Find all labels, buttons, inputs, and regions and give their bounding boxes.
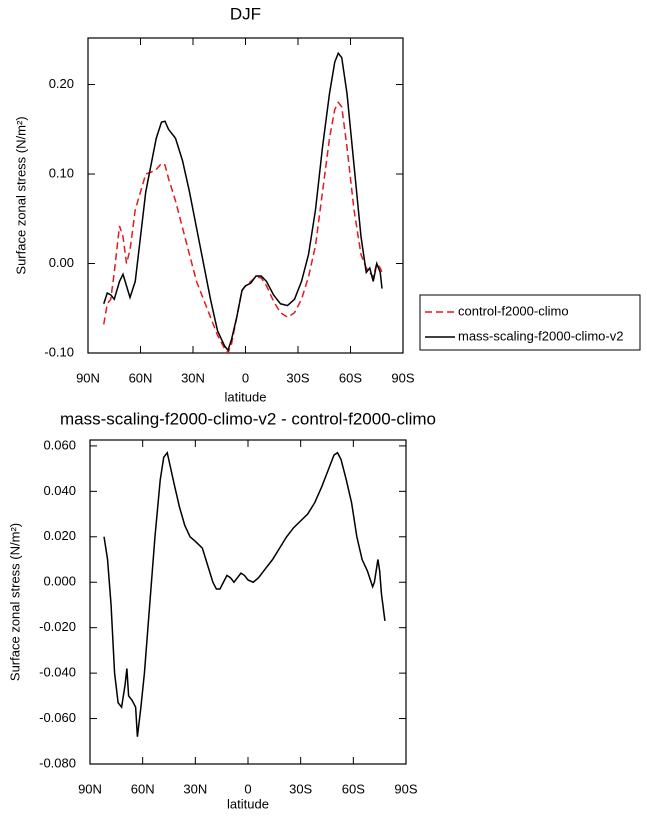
y-tick-label: 0.000 bbox=[43, 574, 76, 589]
data-line bbox=[103, 101, 383, 355]
y-tick-label: 0.040 bbox=[43, 483, 76, 498]
y-tick-label: 0.20 bbox=[49, 76, 74, 91]
x-tick-label: 30S bbox=[289, 781, 312, 796]
x-axis-label: latitude bbox=[227, 796, 269, 811]
x-tick-label: 60N bbox=[129, 370, 153, 385]
x-tick-label: 0 bbox=[244, 781, 251, 796]
y-tick-label: -0.060 bbox=[39, 710, 76, 725]
data-line bbox=[103, 51, 383, 352]
x-tick-label: 90N bbox=[76, 370, 100, 385]
y-tick-label: -0.020 bbox=[39, 619, 76, 634]
y-tick-label: 0.020 bbox=[43, 528, 76, 543]
plot-frame bbox=[87, 37, 404, 354]
x-tick-label: 60N bbox=[131, 781, 155, 796]
y-tick-label: 0.10 bbox=[49, 165, 74, 180]
legend-box bbox=[419, 294, 641, 351]
x-axis-label: latitude bbox=[225, 389, 267, 404]
x-tick-label: 60S bbox=[342, 781, 365, 796]
y-tick-label: -0.10 bbox=[44, 344, 74, 359]
y-tick-label: 0.060 bbox=[43, 437, 76, 452]
x-tick-label: 90S bbox=[394, 781, 417, 796]
chart-title: mass-scaling-f2000-climo-v2 - control-f2… bbox=[60, 409, 436, 428]
legend-label: control-f2000-climo bbox=[458, 303, 569, 318]
x-tick-label: 60S bbox=[339, 370, 362, 385]
y-tick-label: -0.080 bbox=[39, 755, 76, 770]
x-tick-label: 30N bbox=[181, 370, 205, 385]
x-tick-label: 90S bbox=[391, 370, 414, 385]
y-tick-label: 0.00 bbox=[49, 255, 74, 270]
x-tick-label: 0 bbox=[242, 370, 249, 385]
x-tick-label: 30S bbox=[286, 370, 309, 385]
data-line bbox=[103, 450, 386, 737]
x-tick-label: 30N bbox=[183, 781, 207, 796]
chart-title: DJF bbox=[230, 4, 261, 23]
y-axis-label: Surface zonal stress (N/m²) bbox=[13, 116, 28, 274]
x-tick-label: 90N bbox=[78, 781, 102, 796]
y-axis-label: Surface zonal stress (N/m²) bbox=[7, 523, 22, 681]
plot-frame bbox=[89, 439, 407, 765]
y-tick-label: -0.040 bbox=[39, 665, 76, 680]
legend-label: mass-scaling-f2000-climo-v2 bbox=[458, 328, 623, 343]
